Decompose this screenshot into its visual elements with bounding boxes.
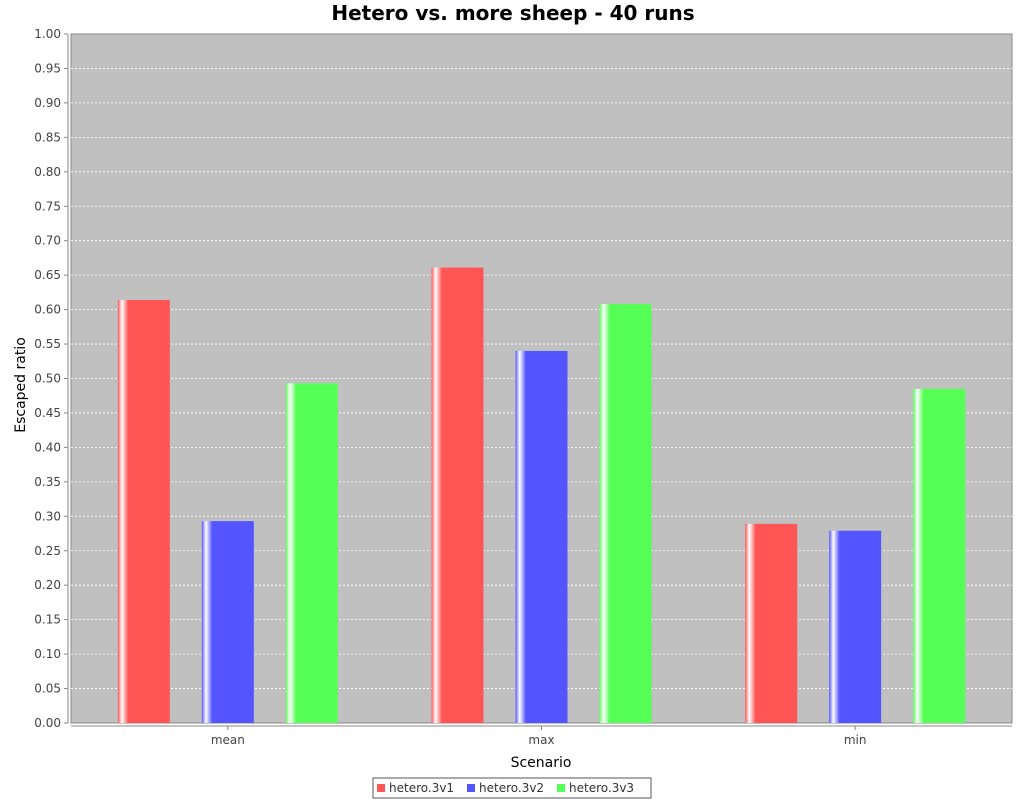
y-tick-label: 0.95	[34, 61, 61, 75]
y-tick-label: 0.50	[34, 372, 61, 386]
y-axis-title: Escaped ratio	[13, 337, 29, 433]
y-tick-label: 0.90	[34, 96, 61, 110]
x-axis: mean max min	[71, 725, 1012, 747]
y-tick-label: 0.40	[34, 440, 61, 454]
legend-box	[372, 777, 652, 799]
bar-hetero.3v3-max	[599, 304, 652, 723]
x-tick-label: mean	[211, 733, 245, 747]
bar-hetero.3v3-mean	[285, 383, 338, 723]
y-tick-label: 0.00	[34, 716, 61, 730]
bar-hetero.3v1-max	[431, 267, 484, 723]
y-tick-label: 0.15	[34, 613, 61, 627]
y-tick-label: 0.30	[34, 509, 61, 523]
bar-hetero.3v2-mean	[201, 521, 254, 723]
legend-label-hetero.3v2: hetero.3v2	[479, 781, 544, 795]
legend-label-hetero.3v1: hetero.3v1	[389, 781, 454, 795]
y-tick-label: 0.75	[34, 199, 61, 213]
y-tick-label: 0.35	[34, 475, 61, 489]
y-tick-label: 0.20	[34, 578, 61, 592]
bar-hetero.3v1-mean	[117, 299, 170, 723]
y-tick-label: 0.80	[34, 165, 61, 179]
bar-hetero.3v2-max	[515, 350, 568, 723]
bars-layer	[117, 267, 966, 723]
y-axis: 0.00 0.05 0.10 0.15 0.20 0.25 0.30 0.35 0.40 0.45…	[34, 27, 69, 730]
legend-swatch-hetero.3v1	[377, 784, 385, 792]
y-tick-label: 0.25	[34, 544, 61, 558]
y-tick-label: 0.10	[34, 647, 61, 661]
legend-swatch-hetero.3v2	[467, 784, 475, 792]
x-tick-label: max	[528, 733, 554, 747]
legend: hetero.3v1 hetero.3v2 hetero.3v3	[372, 777, 652, 799]
bar-hetero.3v3-min	[913, 388, 966, 723]
y-tick-label: 0.45	[34, 406, 61, 420]
x-axis-title: Scenario	[511, 755, 572, 771]
bar-hetero.3v2-min	[829, 530, 882, 723]
y-tick-label: 0.60	[34, 303, 61, 317]
bar-hetero.3v1-min	[745, 523, 798, 723]
y-tick-label: 0.85	[34, 130, 61, 144]
y-tick-label: 1.00	[34, 27, 61, 41]
legend-swatch-hetero.3v3	[557, 784, 565, 792]
y-tick-label: 0.65	[34, 268, 61, 282]
x-tick-label: min	[844, 733, 867, 747]
chart-title: Hetero vs. more sheep - 40 runs	[331, 1, 694, 25]
y-tick-label: 0.70	[34, 234, 61, 248]
y-tick-label: 0.55	[34, 337, 61, 351]
y-tick-label: 0.05	[34, 682, 61, 696]
legend-label-hetero.3v3: hetero.3v3	[569, 781, 634, 795]
